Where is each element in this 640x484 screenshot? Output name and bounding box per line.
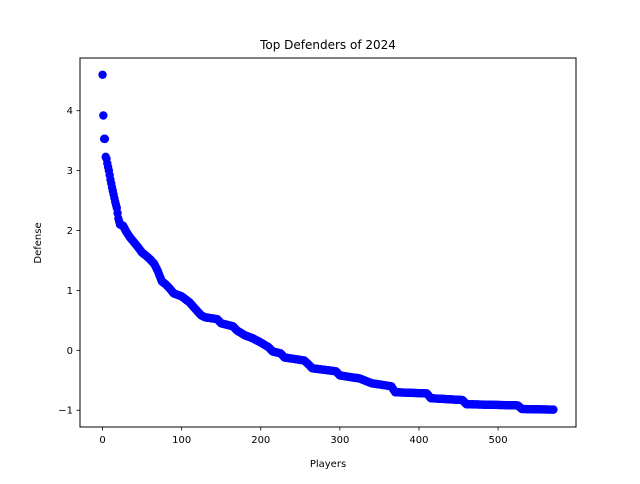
data-points xyxy=(98,70,558,414)
x-tick-label: 300 xyxy=(330,435,349,446)
x-axis-label: Players xyxy=(310,459,346,470)
x-tick-label: 100 xyxy=(172,435,191,446)
data-point xyxy=(100,134,110,144)
x-tick-label: 400 xyxy=(409,435,428,446)
data-point xyxy=(98,70,107,79)
y-axis-label: Defense xyxy=(33,222,44,263)
x-axis-ticks: 0 100 200 300 400 500 xyxy=(99,427,508,446)
data-point xyxy=(549,405,558,414)
y-tick-label: 4 xyxy=(67,106,73,117)
x-tick-label: 0 xyxy=(99,435,105,446)
y-tick-label: 3 xyxy=(67,166,73,177)
plot-frame xyxy=(79,57,577,428)
y-tick-label: −1 xyxy=(58,406,73,417)
x-tick-label: 500 xyxy=(489,435,508,446)
y-tick-label: 1 xyxy=(67,286,73,297)
data-point xyxy=(99,111,108,120)
y-tick-label: 2 xyxy=(67,226,73,237)
y-axis-ticks: −1 0 1 2 3 4 xyxy=(58,106,80,417)
x-tick-label: 200 xyxy=(251,435,270,446)
chart-title: Top Defenders of 2024 xyxy=(259,38,396,52)
y-tick-label: 0 xyxy=(67,346,73,357)
